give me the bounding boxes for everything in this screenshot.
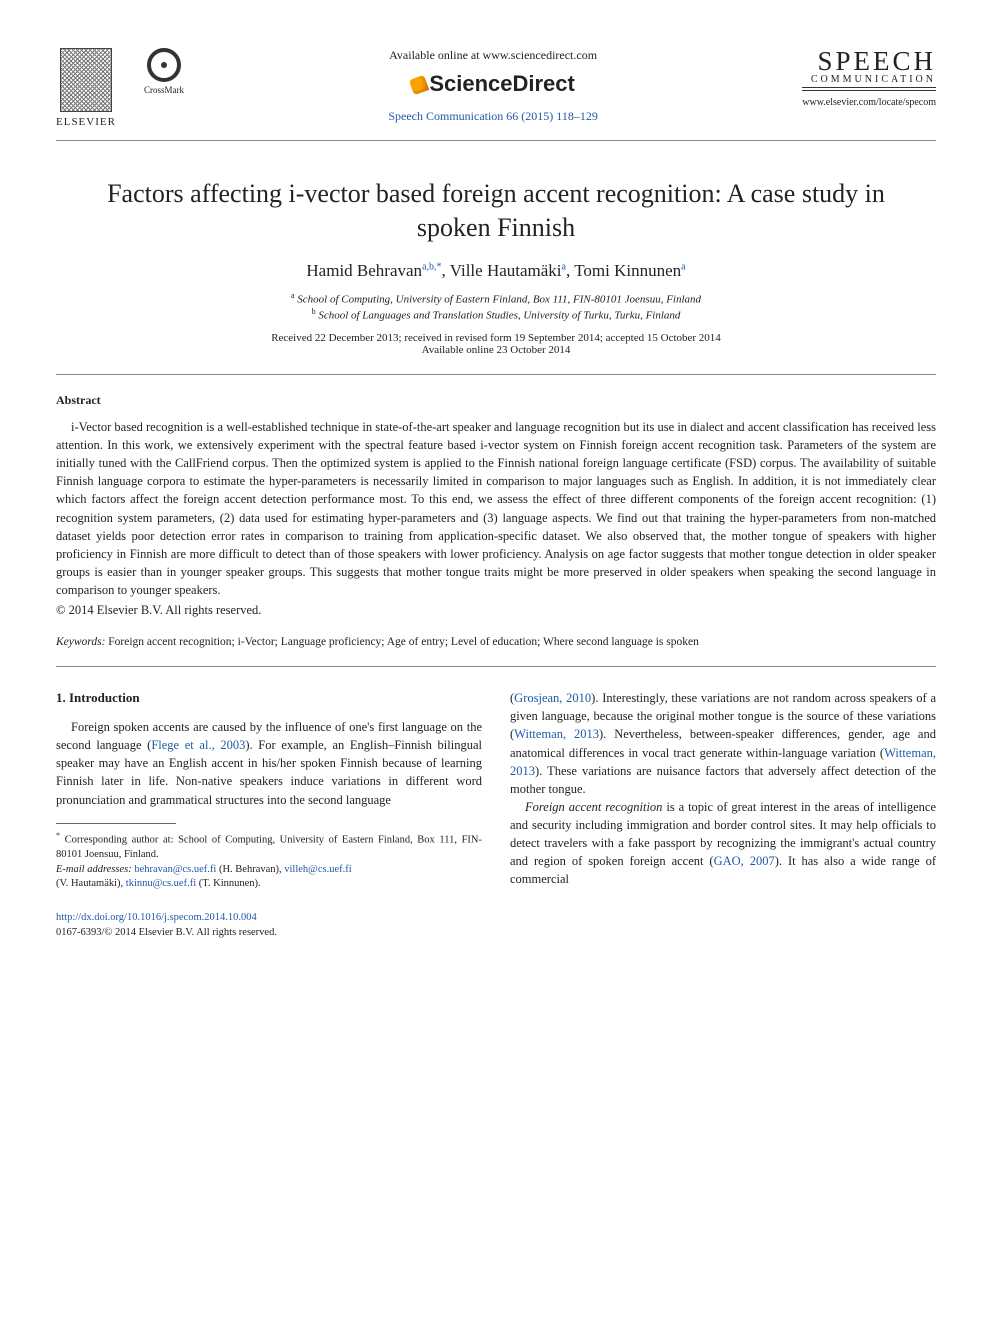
author-3: Tomi Kinnunen [574, 261, 681, 280]
intro-para-1: Foreign spoken accents are caused by the… [56, 718, 482, 809]
journal-logo-top: SPEECH [817, 46, 936, 76]
crossmark-icon [147, 48, 181, 82]
corr-text: Corresponding author at: School of Compu… [56, 834, 482, 860]
sciencedirect-icon [409, 75, 430, 96]
affil-b-text: School of Languages and Translation Stud… [318, 310, 680, 322]
dates-line2: Available online 23 October 2014 [56, 344, 936, 356]
abstract-body: i-Vector based recognition is a well-est… [56, 418, 936, 599]
elsevier-label: ELSEVIER [56, 116, 116, 128]
author-2: Ville Hautamäki [450, 261, 562, 280]
header-center: Available online at www.sciencedirect.co… [184, 48, 802, 124]
email-3-who: (T. Kinnunen). [196, 878, 261, 889]
sciencedirect-text: ScienceDirect [429, 71, 575, 96]
footnote-rule [56, 823, 176, 824]
header-right: SPEECH COMMUNICATION www.elsevier.com/lo… [802, 48, 936, 108]
journal-logo: SPEECH COMMUNICATION [802, 48, 936, 91]
crossmark-label: CrossMark [144, 85, 184, 95]
keywords-text: Foreign accent recognition; i-Vector; La… [105, 636, 698, 648]
affil-a-text: School of Computing, University of Easte… [297, 293, 701, 305]
author-1: Hamid Behravan [306, 261, 422, 280]
keywords-line: Keywords: Foreign accent recognition; i-… [56, 636, 936, 648]
available-online-line: Available online at www.sciencedirect.co… [184, 48, 802, 63]
cite-grosjean-2010[interactable]: Grosjean, 2010 [514, 691, 591, 705]
author-2-affil: a [562, 261, 566, 272]
column-left: 1. Introduction Foreign spoken accents a… [56, 689, 482, 940]
email-1-who: (H. Behravan), [216, 864, 284, 875]
affiliation-b: b School of Languages and Translation St… [56, 307, 936, 322]
intro-para-2: Foreign accent recognition is a topic of… [510, 798, 936, 889]
authors-line: Hamid Behravana,b,*, Ville Hautamäkia, T… [56, 261, 936, 281]
affil-a-sup: a [291, 291, 295, 300]
corresponding-footnote: * Corresponding author at: School of Com… [56, 830, 482, 863]
section-1-heading: 1. Introduction [56, 689, 482, 708]
publisher-header: ELSEVIER CrossMark Available online at w… [56, 48, 936, 141]
column-right: (Grosjean, 2010). Interestingly, these v… [510, 689, 936, 940]
rule-above-abstract [56, 374, 936, 375]
sciencedirect-logo: ScienceDirect [184, 71, 802, 97]
dates-line1: Received 22 December 2013; received in r… [56, 332, 936, 344]
author-1-affil: a,b,* [422, 261, 441, 272]
doi-block: http://dx.doi.org/10.1016/j.specom.2014.… [56, 910, 482, 940]
issn-copyright: 0167-6393/© 2014 Elsevier B.V. All right… [56, 925, 482, 940]
elsevier-tree-icon [60, 48, 112, 112]
abstract-copyright: © 2014 Elsevier B.V. All rights reserved… [56, 603, 936, 618]
journal-reference: Speech Communication 66 (2015) 118–129 [184, 109, 802, 124]
locate-url: www.elsevier.com/locate/specom [802, 97, 936, 108]
crossmark-block[interactable]: CrossMark [144, 48, 184, 95]
abstract-heading: Abstract [56, 393, 936, 408]
cite-gao-2007[interactable]: GAO, 2007 [714, 854, 775, 868]
affiliation-a: a School of Computing, University of Eas… [56, 291, 936, 306]
journal-logo-bottom: COMMUNICATION [802, 75, 936, 85]
journal-reference-link[interactable]: Speech Communication 66 (2015) 118–129 [388, 109, 598, 123]
header-left: ELSEVIER CrossMark [56, 48, 184, 128]
email-label: E-mail addresses: [56, 864, 132, 875]
keywords-label: Keywords: [56, 636, 105, 648]
cite-flege-2003[interactable]: Flege et al., 2003 [151, 738, 245, 752]
intro-para-1-cont: (Grosjean, 2010). Interestingly, these v… [510, 689, 936, 798]
intro-c2-d: ). These variations are nuisance factors… [510, 764, 936, 796]
article-title: Factors affecting i-vector based foreign… [96, 177, 896, 245]
author-3-affil: a [681, 261, 685, 272]
rule-below-keywords [56, 666, 936, 667]
email-3[interactable]: tkinnu@cs.uef.fi [126, 878, 196, 889]
intro-p2-emph: Foreign accent recognition [525, 800, 662, 814]
affil-b-sup: b [312, 307, 316, 316]
cite-witteman-2013a[interactable]: Witteman, 2013 [514, 727, 599, 741]
email-footnote: E-mail addresses: behravan@cs.uef.fi (H.… [56, 863, 482, 892]
elsevier-logo-block: ELSEVIER [56, 48, 116, 128]
email-2-who: (V. Hautamäki), [56, 878, 126, 889]
journal-logo-rule [802, 87, 936, 91]
email-2[interactable]: villeh@cs.uef.fi [284, 864, 351, 875]
history-dates: Received 22 December 2013; received in r… [56, 332, 936, 356]
email-1[interactable]: behravan@cs.uef.fi [134, 864, 216, 875]
doi-link[interactable]: http://dx.doi.org/10.1016/j.specom.2014.… [56, 912, 257, 923]
body-columns: 1. Introduction Foreign spoken accents a… [56, 689, 936, 940]
